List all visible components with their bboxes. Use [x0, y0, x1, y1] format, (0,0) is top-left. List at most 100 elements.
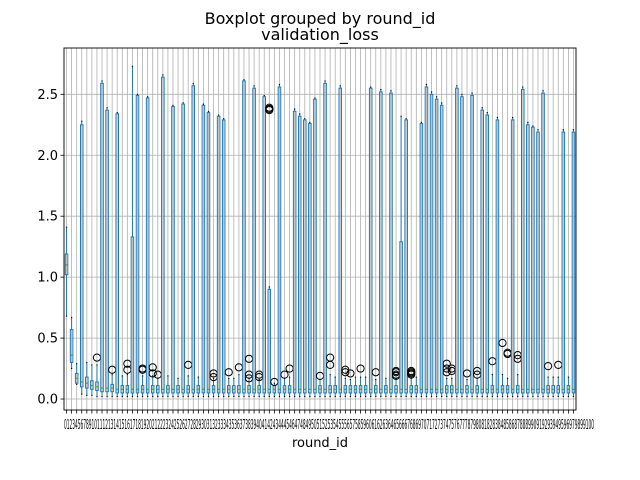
chart-subtitle: validation_loss — [261, 25, 379, 45]
box-43 — [280, 370, 289, 398]
box-72 — [429, 91, 434, 398]
box-90 — [521, 86, 525, 398]
box-100 — [571, 129, 576, 398]
box-iqr — [181, 103, 185, 394]
box-82 — [480, 107, 484, 398]
box-iqr — [368, 87, 373, 394]
box-42 — [277, 84, 282, 398]
box-62 — [379, 88, 383, 398]
box-iqr — [323, 82, 327, 394]
box-68 — [407, 366, 416, 398]
box-17 — [148, 363, 157, 398]
y-tick-label: 1.5 — [37, 210, 58, 225]
box-59 — [363, 376, 368, 398]
box-iqr — [201, 104, 206, 394]
box-iqr — [105, 109, 109, 393]
box-iqr — [161, 76, 165, 394]
box-iqr — [424, 86, 429, 394]
box-85 — [495, 116, 500, 398]
box-iqr — [145, 97, 150, 394]
x-axis-label: round_id — [292, 436, 348, 451]
box-iqr — [262, 96, 267, 394]
box-64 — [389, 90, 393, 398]
box-iqr — [561, 131, 566, 394]
box-80 — [470, 92, 474, 398]
box-iqr — [171, 106, 175, 394]
box-51 — [323, 80, 327, 398]
box-57 — [353, 376, 358, 398]
y-tick-label: 0.0 — [37, 393, 58, 408]
box-iqr — [419, 123, 424, 394]
box-54 — [338, 85, 343, 398]
box-23 — [181, 102, 185, 398]
flier-point — [280, 370, 289, 379]
box-69 — [414, 376, 419, 398]
box-iqr — [536, 131, 540, 394]
box-iqr — [292, 110, 297, 394]
box-28 — [206, 110, 211, 398]
box-iqr — [480, 109, 484, 394]
box-iqr — [429, 93, 434, 394]
box-iqr — [130, 236, 135, 394]
chart-title: Boxplot grouped by round_id — [205, 9, 436, 29]
box-iqr — [531, 126, 535, 394]
box-97 — [554, 360, 563, 398]
box-20 — [166, 375, 170, 398]
box-77 — [455, 85, 459, 398]
box-35 — [242, 79, 246, 398]
box-iqr — [379, 91, 383, 394]
box-29 — [209, 369, 218, 398]
box-7 — [100, 80, 104, 398]
box-88 — [510, 116, 515, 398]
box-70 — [419, 121, 424, 398]
box-45 — [292, 108, 297, 398]
box-21 — [171, 104, 175, 398]
box-73 — [434, 96, 439, 398]
box-iqr — [100, 82, 104, 393]
x-axis — [66, 410, 574, 414]
flier-point — [356, 364, 365, 373]
flier-point — [346, 369, 355, 378]
box-16 — [145, 96, 150, 398]
flier-point — [407, 366, 416, 376]
box-iqr — [242, 80, 246, 394]
flier-point — [442, 364, 451, 373]
flier-point — [341, 368, 350, 377]
box-6 — [92, 353, 102, 398]
box-0 — [64, 226, 69, 317]
box-iqr — [85, 376, 89, 389]
box-19 — [161, 74, 165, 398]
box-iqr — [90, 380, 94, 390]
box-40 — [265, 103, 274, 398]
box-66 — [399, 115, 403, 398]
box-iqr — [191, 85, 196, 394]
box-iqr — [455, 87, 459, 394]
box-94 — [541, 90, 545, 398]
box-37 — [252, 85, 256, 398]
y-axis: 0.0 0.5 1.0 1.5 2.0 2.5 — [37, 88, 64, 408]
box-48 — [308, 121, 312, 398]
box-iqr — [221, 119, 226, 394]
box-iqr — [338, 87, 343, 394]
box-iqr — [460, 96, 464, 394]
box-iqr — [115, 113, 119, 394]
box-56 — [346, 369, 355, 398]
grid-lines — [64, 48, 576, 410]
flier-point — [148, 363, 157, 372]
box-iqr — [439, 104, 444, 394]
box-iqr — [404, 119, 408, 394]
box-49 — [313, 97, 317, 398]
flier-point — [265, 103, 274, 112]
box-iqr — [303, 119, 307, 394]
box-98 — [561, 129, 566, 398]
box-92 — [531, 125, 535, 398]
box-series — [64, 65, 576, 398]
box-4 — [85, 361, 89, 396]
box-iqr — [571, 131, 576, 394]
box-38 — [255, 370, 264, 398]
box-iqr — [485, 114, 490, 394]
box-52 — [326, 353, 335, 398]
box-60 — [368, 86, 373, 398]
box-iqr — [541, 92, 545, 394]
box-44 — [285, 364, 294, 398]
